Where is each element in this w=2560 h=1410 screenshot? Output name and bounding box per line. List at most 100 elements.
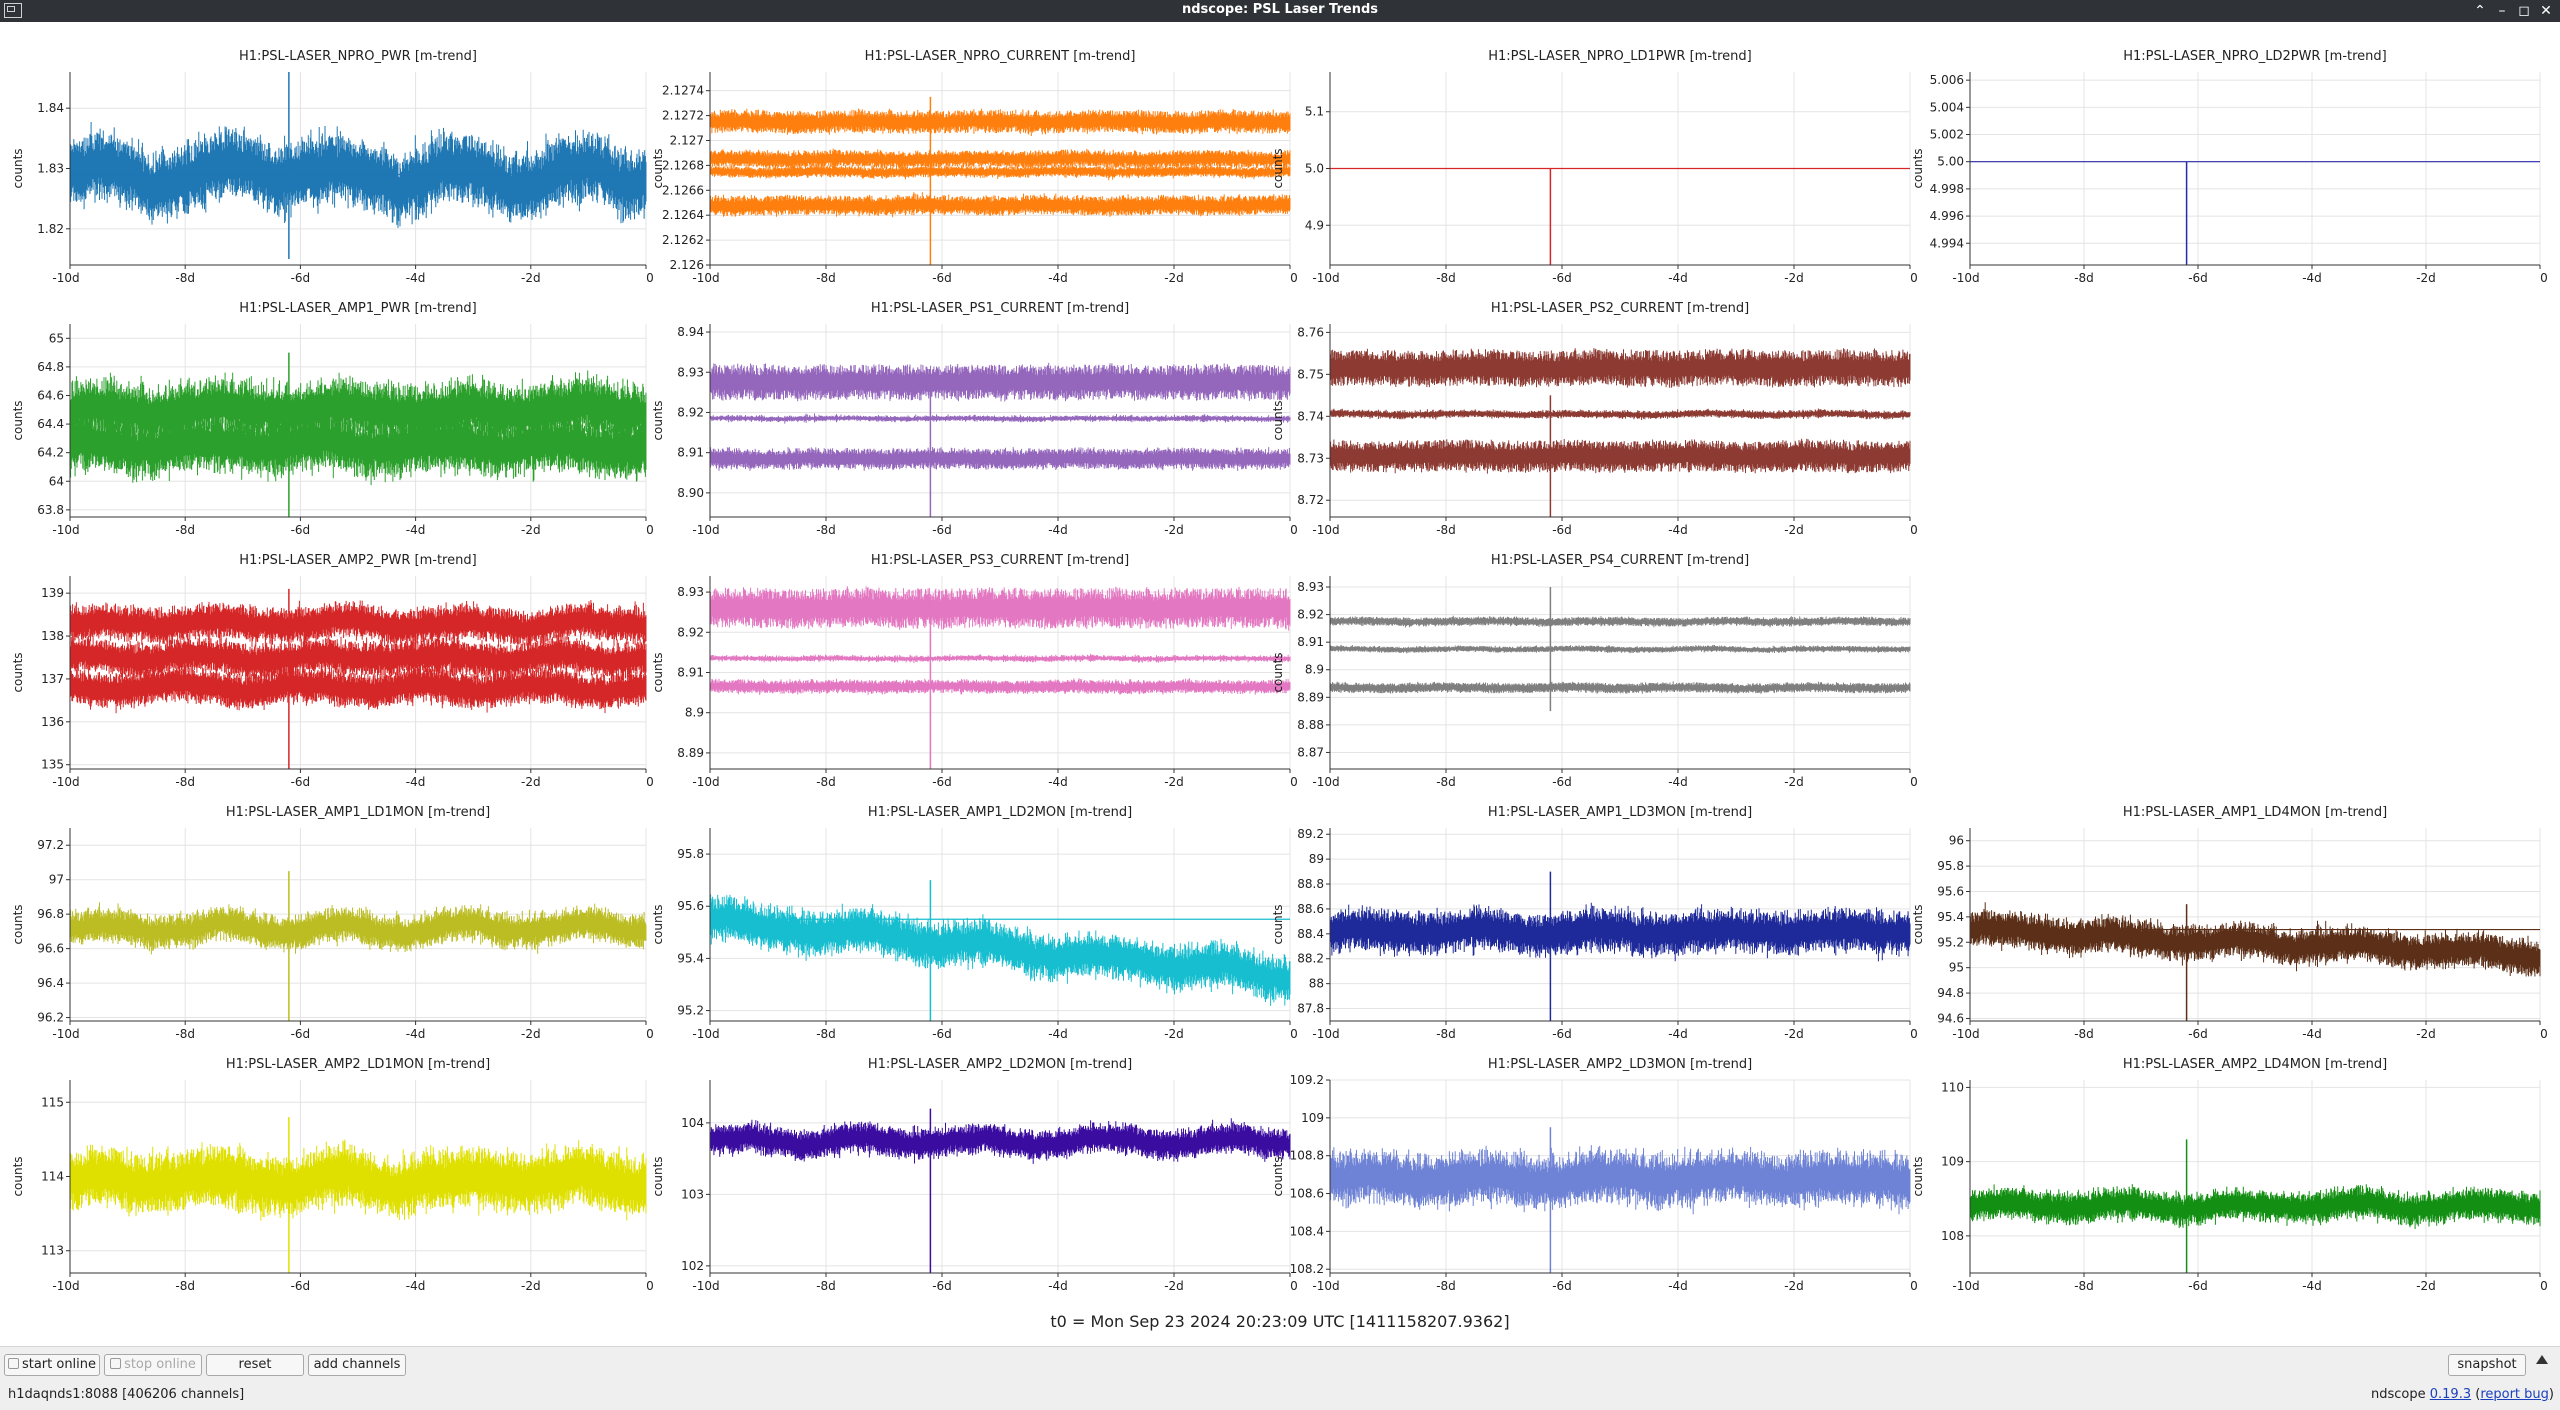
plot-panel[interactable]: H1:PSL-LASER_AMP2_PWR [m-trend] 135 136 137… [11, 553, 654, 789]
version-link[interactable]: 0.19.3 [2429, 1387, 2472, 1402]
y-tick-label: 89.2 [1297, 827, 1324, 841]
x-tick-label: -6d [1552, 775, 1572, 789]
x-tick-label: -8d [1436, 1279, 1456, 1293]
window-titlebar: ndscope: PSL Laser Trends ⌃ – ◻ ✕ [0, 0, 2560, 22]
plot-panel[interactable]: H1:PSL-LASER_AMP1_LD2MON [m-trend] 95.2 95… [651, 805, 1298, 1041]
x-tick-label: -4d [1668, 523, 1688, 537]
minimize-icon[interactable]: – [2498, 3, 2506, 19]
x-tick-label: -8d [175, 1279, 195, 1293]
add-channels-button[interactable]: add channels [308, 1354, 406, 1376]
x-tick-label: -4d [406, 271, 426, 285]
stop-online-button[interactable]: stop online [104, 1354, 202, 1376]
y-tick-label: 108.8 [1290, 1149, 1324, 1163]
plot-panel[interactable]: H1:PSL-LASER_PS3_CURRENT [m-trend] 8.89 8.… [651, 553, 1298, 789]
y-tick-label: 2.127 [670, 133, 704, 147]
version-prefix: ndscope [2371, 1387, 2430, 1402]
start-online-button[interactable]: start online [4, 1354, 100, 1376]
x-tick-label: -2d [1164, 1279, 1184, 1293]
x-tick-label: -10d [52, 523, 79, 537]
y-tick-label: 95.2 [677, 1004, 704, 1018]
y-tick-label: 1.84 [37, 101, 64, 115]
y-tick-label: 2.1268 [662, 158, 704, 172]
y-axis-label: counts [11, 652, 25, 692]
x-tick-label: -8d [816, 1027, 836, 1041]
snapshot-button[interactable]: snapshot [2448, 1354, 2526, 1376]
x-tick-label: -10d [692, 1279, 719, 1293]
y-tick-label: 8.94 [677, 325, 704, 339]
plots-canvas[interactable]: H1:PSL-LASER_NPRO_PWR [m-trend] 1.82 1.83 1… [0, 22, 2560, 1312]
y-tick-label: 95 [1949, 961, 1964, 975]
y-tick-label: 108 [1941, 1229, 1964, 1243]
t0-label: t0 = Mon Sep 23 2024 20:23:09 UTC [14111… [1050, 1312, 1510, 1331]
y-tick-label: 8.74 [1297, 409, 1324, 423]
plot-panel[interactable]: H1:PSL-LASER_NPRO_LD2PWR [m-trend] 4.994 4… [1911, 49, 2548, 285]
plot-panel[interactable]: H1:PSL-LASER_AMP1_LD3MON [m-trend] 87.8 88… [1271, 805, 1918, 1041]
y-tick-label: 8.89 [1297, 690, 1324, 704]
y-tick-label: 96.8 [37, 907, 64, 921]
x-tick-label: -10d [692, 523, 719, 537]
y-tick-label: 8.90 [677, 486, 704, 500]
y-tick-label: 64.6 [37, 388, 64, 402]
app-window-icon[interactable] [4, 3, 22, 18]
plot-panel[interactable]: H1:PSL-LASER_AMP2_LD4MON [m-trend] 108 109… [1911, 1057, 2548, 1293]
x-tick-label: 0 [1290, 1279, 1298, 1293]
plot-title: H1:PSL-LASER_AMP1_LD1MON [m-trend] [226, 805, 490, 820]
stop-icon [110, 1358, 122, 1369]
plot-grid[interactable]: H1:PSL-LASER_NPRO_PWR [m-trend] 1.82 1.83 1… [0, 22, 2560, 1346]
plot-panel[interactable]: H1:PSL-LASER_NPRO_LD1PWR [m-trend] 4.9 5.0… [1271, 49, 1918, 285]
close-icon[interactable]: ✕ [2540, 3, 2552, 19]
x-tick-label: -8d [1436, 523, 1456, 537]
plot-panel[interactable]: H1:PSL-LASER_AMP1_LD1MON [m-trend] 96.2 96… [11, 805, 654, 1041]
y-axis-label: counts [651, 1156, 665, 1196]
expand-panel-icon[interactable] [2536, 1355, 2548, 1364]
x-tick-label: -6d [2188, 1027, 2208, 1041]
plot-title: H1:PSL-LASER_AMP1_LD3MON [m-trend] [1488, 805, 1752, 820]
plot-panel[interactable]: H1:PSL-LASER_NPRO_PWR [m-trend] 1.82 1.83 1… [11, 49, 654, 285]
plot-panel[interactable]: H1:PSL-LASER_AMP2_LD2MON [m-trend] 102 103… [651, 1057, 1298, 1293]
x-tick-label: -2d [521, 775, 541, 789]
plot-title: H1:PSL-LASER_NPRO_CURRENT [m-trend] [865, 49, 1136, 64]
keep-above-icon[interactable]: ⌃ [2474, 3, 2486, 19]
plot-panel[interactable]: H1:PSL-LASER_PS2_CURRENT [m-trend] 8.72 8.… [1271, 301, 1918, 537]
y-tick-label: 8.93 [1297, 580, 1324, 594]
maximize-icon[interactable]: ◻ [2518, 3, 2530, 19]
y-tick-label: 4.9 [1305, 218, 1324, 232]
x-tick-label: -10d [52, 271, 79, 285]
y-tick-label: 64.8 [37, 360, 64, 374]
y-tick-label: 8.91 [677, 666, 704, 680]
y-tick-label: 1.82 [37, 222, 64, 236]
x-tick-label: -2d [1164, 271, 1184, 285]
y-axis-label: counts [1911, 148, 1925, 188]
y-tick-label: 103 [681, 1187, 704, 1201]
y-tick-label: 8.93 [677, 585, 704, 599]
server-status: h1daqnds1:8088 [406206 channels] [8, 1387, 245, 1402]
x-tick-label: -4d [1668, 1027, 1688, 1041]
plot-panel[interactable]: H1:PSL-LASER_AMP1_PWR [m-trend] 63.8 64 64.… [11, 301, 654, 537]
y-tick-label: 137 [41, 672, 64, 686]
y-axis-label: counts [651, 904, 665, 944]
report-bug-link[interactable]: report bug [2480, 1387, 2549, 1402]
x-tick-label: -2d [1784, 775, 1804, 789]
x-tick-label: 0 [1290, 1027, 1298, 1041]
y-tick-label: 64 [49, 474, 64, 488]
reset-button[interactable]: reset [206, 1354, 304, 1376]
plot-panel[interactable]: H1:PSL-LASER_AMP1_LD4MON [m-trend] 94.6 94… [1911, 805, 2548, 1041]
plot-panel[interactable]: H1:PSL-LASER_AMP2_LD3MON [m-trend] 108.2 1… [1271, 1057, 1918, 1293]
y-axis-label: counts [1271, 652, 1285, 692]
y-axis-label: counts [651, 652, 665, 692]
y-tick-label: 64.2 [37, 446, 64, 460]
x-tick-label: -10d [1312, 271, 1339, 285]
x-tick-label: -8d [175, 271, 195, 285]
y-tick-label: 95.2 [1937, 935, 1964, 949]
x-tick-label: -6d [291, 775, 311, 789]
plot-panel[interactable]: H1:PSL-LASER_PS4_CURRENT [m-trend] 8.87 8.… [1271, 553, 1918, 789]
x-tick-label: -6d [291, 271, 311, 285]
x-tick-label: 0 [1910, 271, 1918, 285]
plot-panel[interactable]: H1:PSL-LASER_AMP2_LD1MON [m-trend] 113 114… [11, 1057, 654, 1293]
y-axis-label: counts [651, 148, 665, 188]
x-tick-label: -10d [1312, 1279, 1339, 1293]
plot-panel[interactable]: H1:PSL-LASER_PS1_CURRENT [m-trend] 8.90 8.… [651, 301, 1298, 537]
y-tick-label: 4.994 [1930, 236, 1964, 250]
plot-panel[interactable]: H1:PSL-LASER_NPRO_CURRENT [m-trend] 2.126… [651, 49, 1298, 285]
x-tick-label: 0 [1290, 775, 1298, 789]
